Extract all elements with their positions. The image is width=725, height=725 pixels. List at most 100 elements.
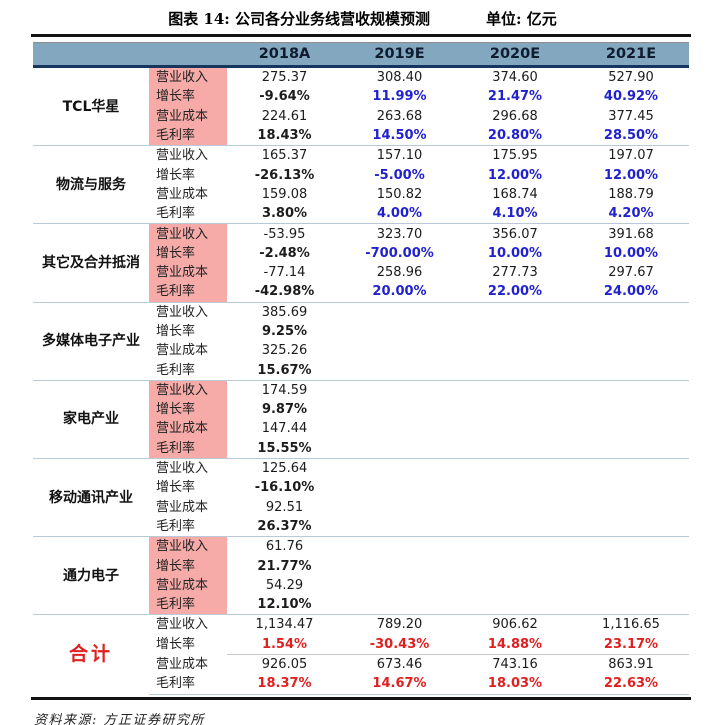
column-header-2019e: 2019E [342,42,457,68]
revenue-forecast-table: 2018A 2019E 2020E 2021E TCL华星 营业收入 275.37 3… [33,42,689,695]
row-label: 毛利率 [149,282,227,303]
value-cell [457,478,573,497]
value-cell: 1.54% [261,636,308,652]
value-cell [342,595,457,615]
table-row: 营业成本 224.61 263.68 296.68 377.45 [33,106,689,126]
value-cell [573,439,689,459]
value-cell: 150.82 [376,186,423,202]
value-cell [342,457,457,479]
value-cell: 26.37% [257,518,312,534]
segment-name: TCL华星 [62,98,120,115]
value-cell [573,576,689,595]
table-row: 营业成本 926.05 673.46 743.16 863.91 [33,653,689,675]
value-cell: 275.37 [261,70,308,86]
value-cell: -53.95 [227,223,342,244]
value-cell [573,595,689,615]
value-cell: 188.79 [608,186,654,202]
row-label: 毛利率 [149,438,227,459]
table-row: 合计 营业收入 1,134.47 789.20 906.62 1,116.65 [33,614,689,694]
value-cell [573,517,689,537]
value-cell: -5.00% [374,167,425,183]
table-row: 毛利率 18.43% 14.50% 20.80% 28.50% [33,125,689,146]
value-cell: 20.80% [487,128,543,144]
value-cell [342,301,457,322]
value-cell [457,400,573,419]
table-row: 通力电子 营业收入 61.76 [33,536,689,615]
value-cell [342,360,457,380]
row-label: 营业成本 [149,106,227,126]
table-row: 其它及合并抵消 营业收入 -53.95 323.70 356.07 391.68 [33,223,689,303]
value-cell: 374.60 [492,70,538,86]
value-cell [457,360,573,380]
value-cell: 263.68 [376,108,423,124]
table-row: 营业成本 159.08 150.82 168.74 188.79 [33,185,689,204]
value-cell [457,379,573,401]
top-rule [31,34,691,37]
segment-column-header [33,42,149,68]
value-cell [342,517,457,537]
value-cell [457,457,573,479]
table-row: 家电产业 营业收入 174.59 [33,379,689,459]
value-cell: 673.46 [342,653,457,675]
value-cell [342,400,457,419]
value-cell [573,322,689,341]
value-cell [457,498,573,517]
value-cell [342,341,457,360]
table-body: TCL华星 营业收入 275.37 308.40 374.60 527.90 增长率 -9.6… [33,66,689,695]
bottom-rule [31,696,691,700]
row-label: 营业成本 [156,343,209,359]
value-cell: 10.00% [487,245,543,261]
value-cell: 21.47% [487,89,543,105]
table-row: 物流与服务 营业收入 165.37 157.10 175.95 197.07 [33,145,689,224]
row-label: 营业收入 [149,223,227,244]
row-label: 毛利率 [149,674,227,695]
value-cell: 14.88% [487,636,543,652]
value-cell: 743.16 [457,653,573,675]
row-label: 营业成本 [156,186,209,202]
table-row: 移动通讯产业 营业收入 125.64 [33,457,689,537]
value-cell: 174.59 [227,379,342,401]
value-cell: 4.20% [608,206,654,222]
row-label: 营业成本 [156,656,209,672]
table-row: 营业成本 54.29 [33,575,689,596]
value-cell: 14.50% [372,128,427,144]
figure-title: 图表 14: 公司各分业务线营收规模预测 [168,10,431,28]
value-cell: 277.73 [492,265,538,281]
value-cell: 40.92% [603,89,659,105]
segment-name: 多媒体电子产业 [33,301,149,381]
value-cell: 157.10 [342,145,457,166]
value-cell [457,322,573,341]
value-cell: 527.90 [608,70,654,86]
value-cell: 54.29 [265,577,304,593]
value-cell [573,400,689,419]
value-cell [342,439,457,459]
column-header-2021e: 2021E [573,42,689,68]
value-cell: 906.62 [457,614,573,635]
value-cell: 9.25% [261,324,308,339]
row-label: 营业成本 [149,262,227,283]
value-cell: -16.10% [254,480,315,496]
value-cell: -700.00% [365,245,434,261]
row-label: 增长率 [149,243,227,263]
value-cell: 18.03% [457,674,573,695]
table-row: 增长率 -26.13% -5.00% 12.00% 12.00% [33,165,689,184]
row-label: 增长率 [149,87,227,107]
value-cell: 297.67 [608,265,654,281]
row-label: 毛利率 [156,518,196,534]
value-cell: 11.99% [372,89,427,105]
value-cell: 9.87% [261,402,308,418]
table-row: 增长率 -16.10% [33,478,689,497]
value-cell: 296.68 [492,108,538,124]
value-cell [573,478,689,497]
value-cell [457,517,573,537]
row-label: 增长率 [149,400,227,420]
row-label: 营业成本 [156,499,209,515]
value-cell: 12.10% [257,597,312,613]
table-row: 营业成本 147.44 [33,419,689,439]
value-cell: 323.70 [342,223,457,244]
table-row: 毛利率 26.37% [33,517,689,537]
value-cell [457,301,573,322]
column-header-2018a: 2018A [227,42,342,68]
value-cell: 168.74 [492,186,538,202]
